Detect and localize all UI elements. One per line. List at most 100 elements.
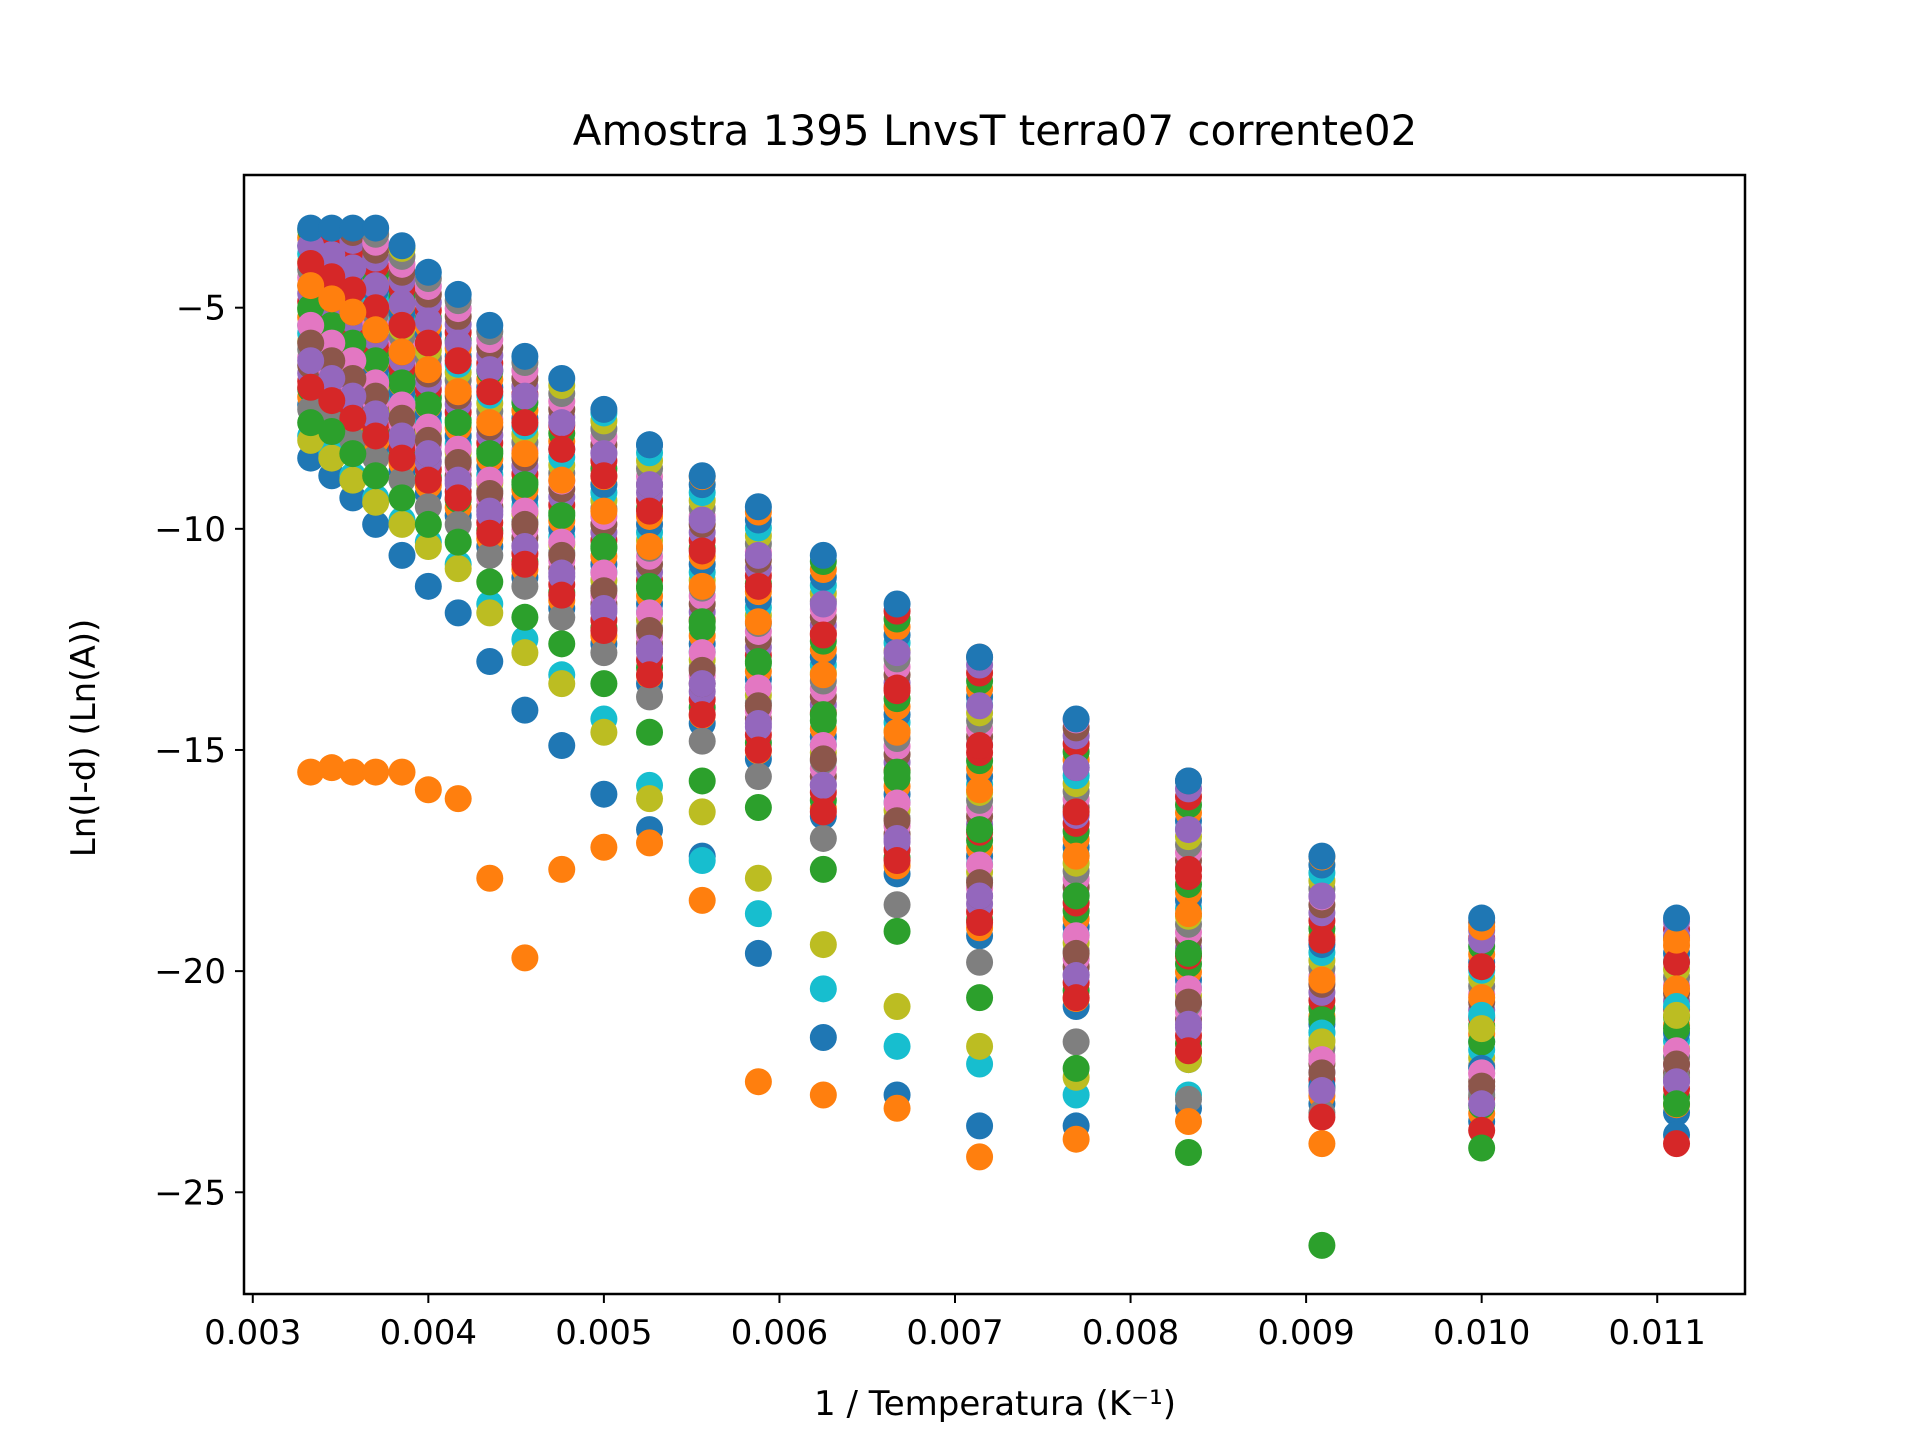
- data-point: [1663, 1001, 1691, 1029]
- data-point: [1468, 1134, 1496, 1162]
- data-point: [511, 409, 539, 437]
- data-point: [688, 608, 716, 636]
- data-point: [809, 701, 837, 729]
- data-point: [883, 758, 911, 786]
- data-point: [548, 559, 576, 587]
- data-point: [444, 378, 472, 406]
- plot-frame: [242, 173, 1747, 1296]
- data-point: [1308, 1077, 1336, 1105]
- data-point: [636, 533, 664, 561]
- data-point: [388, 758, 416, 786]
- data-point: [548, 630, 576, 658]
- data-point: [388, 484, 416, 512]
- data-point: [809, 1023, 837, 1051]
- data-point: [414, 258, 442, 286]
- data-point: [414, 329, 442, 357]
- data-point: [688, 506, 716, 534]
- data-point: [809, 590, 837, 618]
- data-point: [1308, 966, 1336, 994]
- data-point: [476, 311, 504, 339]
- data-point: [297, 373, 325, 401]
- data-point: [339, 466, 367, 494]
- data-point: [744, 793, 772, 821]
- data-point: [1308, 926, 1336, 954]
- data-point: [414, 572, 442, 600]
- data-point: [809, 1081, 837, 1109]
- data-point: [966, 732, 994, 760]
- data-point: [511, 510, 539, 538]
- data-point: [339, 214, 367, 242]
- data-point: [1308, 882, 1336, 910]
- data-point: [809, 621, 837, 649]
- data-point: [966, 776, 994, 804]
- data-point: [636, 683, 664, 711]
- data-point: [966, 984, 994, 1012]
- data-point: [548, 435, 576, 463]
- data-point: [297, 272, 325, 300]
- data-point: [883, 718, 911, 746]
- data-point: [883, 639, 911, 667]
- data-point: [1062, 798, 1090, 826]
- data-point: [1663, 1090, 1691, 1118]
- data-point: [966, 643, 994, 671]
- data-point: [388, 369, 416, 397]
- data-point: [688, 847, 716, 875]
- data-point: [883, 674, 911, 702]
- data-point: [1174, 767, 1202, 795]
- data-point: [339, 298, 367, 326]
- data-point: [388, 232, 416, 260]
- x-tick-label: 0.005: [555, 1313, 652, 1353]
- data-point: [809, 975, 837, 1003]
- data-point: [809, 931, 837, 959]
- data-point: [511, 550, 539, 578]
- data-point: [362, 347, 390, 375]
- data-point: [744, 709, 772, 737]
- data-point: [744, 900, 772, 928]
- data-point: [1308, 1130, 1336, 1158]
- data-point: [1174, 988, 1202, 1016]
- plot-area: [297, 214, 1691, 1259]
- data-point: [388, 422, 416, 450]
- data-point: [476, 378, 504, 406]
- data-point: [318, 285, 346, 313]
- data-point: [548, 502, 576, 530]
- data-point: [511, 944, 539, 972]
- data-point: [318, 263, 346, 291]
- data-point: [688, 537, 716, 565]
- data-point: [318, 754, 346, 782]
- data-point: [966, 1112, 994, 1140]
- data-point: [1174, 816, 1202, 844]
- data-point: [1308, 1231, 1336, 1259]
- data-point: [744, 572, 772, 600]
- data-point: [444, 555, 472, 583]
- data-point: [511, 572, 539, 600]
- data-point: [362, 488, 390, 516]
- data-point: [636, 471, 664, 499]
- data-point: [476, 541, 504, 569]
- data-point: [744, 493, 772, 521]
- data-point: [883, 824, 911, 852]
- data-point: [1062, 984, 1090, 1012]
- data-point: [548, 466, 576, 494]
- data-point: [318, 364, 346, 392]
- data-point: [636, 785, 664, 813]
- data-point: [297, 409, 325, 437]
- data-point: [809, 745, 837, 773]
- y-tick-label: −5: [176, 289, 226, 329]
- data-point: [590, 440, 618, 468]
- data-point: [476, 519, 504, 547]
- data-point: [636, 497, 664, 525]
- data-point: [1174, 1037, 1202, 1065]
- data-point: [636, 431, 664, 459]
- data-point: [318, 418, 346, 446]
- data-point: [414, 510, 442, 538]
- data-point: [548, 409, 576, 437]
- data-point: [476, 648, 504, 676]
- data-point: [590, 639, 618, 667]
- data-point: [476, 440, 504, 468]
- data-point: [548, 364, 576, 392]
- y-axis: −5 −10 −15 −20 −25: [154, 289, 244, 1213]
- data-point: [1663, 904, 1691, 932]
- data-point: [339, 758, 367, 786]
